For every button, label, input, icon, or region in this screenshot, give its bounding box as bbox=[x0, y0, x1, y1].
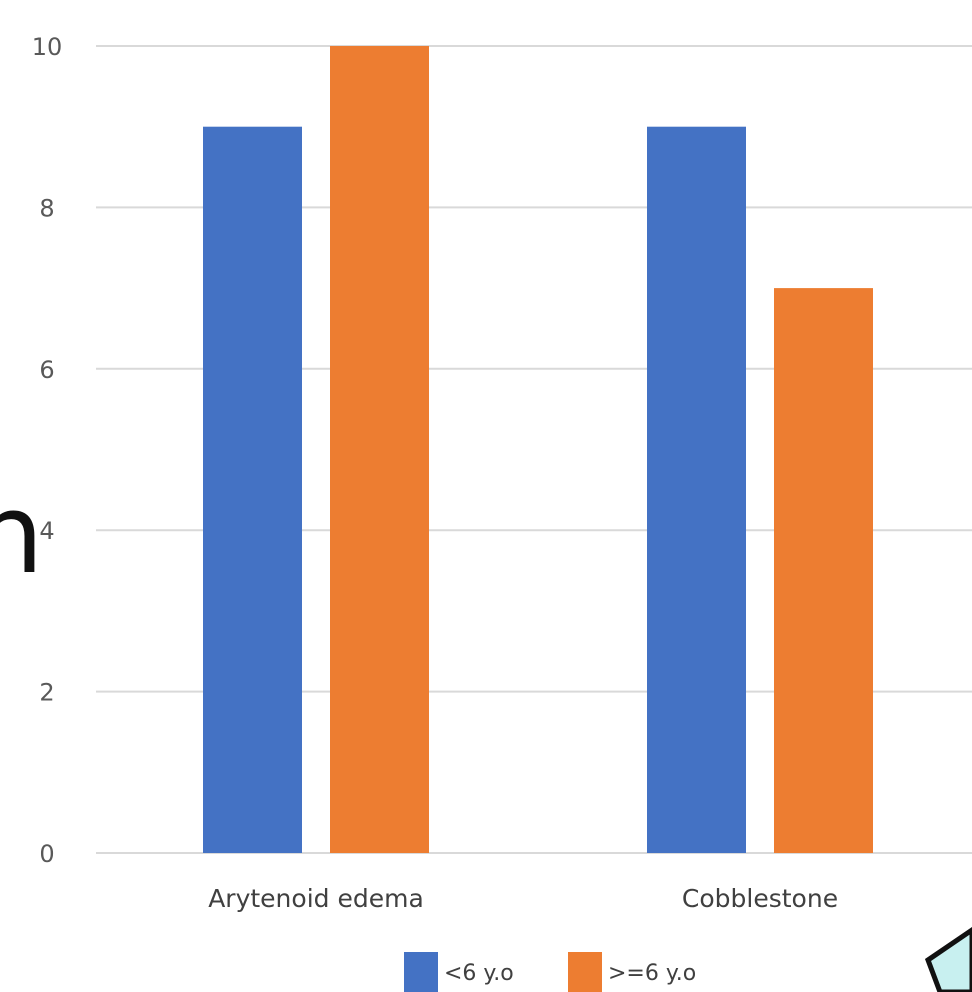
x-axis-categories: Arytenoid edema Cobblestone bbox=[208, 884, 838, 913]
cropped-text-fragment: n bbox=[0, 470, 44, 598]
bar-1-series-1 bbox=[203, 126, 302, 853]
bars bbox=[203, 46, 873, 854]
legend-label-2: >=6 y.o bbox=[608, 961, 696, 986]
y-tick-label-10: 10 bbox=[32, 33, 63, 61]
x-category-label-2: Cobblestone bbox=[682, 884, 838, 913]
legend-label-1: <6 y.o bbox=[444, 961, 514, 986]
y-tick-label-0: 0 bbox=[39, 840, 54, 868]
y-tick-label-4: 4 bbox=[39, 517, 54, 545]
y-tick-label-8: 8 bbox=[39, 194, 54, 222]
bar-2-series-1 bbox=[647, 126, 746, 853]
legend: <6 y.o >=6 y.o bbox=[404, 952, 696, 992]
legend-swatch-1 bbox=[404, 952, 438, 992]
y-axis-ticks: 0 2 4 6 8 10 bbox=[32, 33, 63, 868]
x-category-label-1: Arytenoid edema bbox=[208, 884, 424, 913]
bar-2-series-2 bbox=[774, 288, 873, 854]
y-tick-label-2: 2 bbox=[39, 679, 54, 707]
corner-decoration-shape bbox=[924, 926, 972, 992]
legend-swatch-2 bbox=[568, 952, 602, 992]
bar-1-series-2 bbox=[330, 46, 429, 853]
y-tick-label-6: 6 bbox=[39, 356, 54, 384]
